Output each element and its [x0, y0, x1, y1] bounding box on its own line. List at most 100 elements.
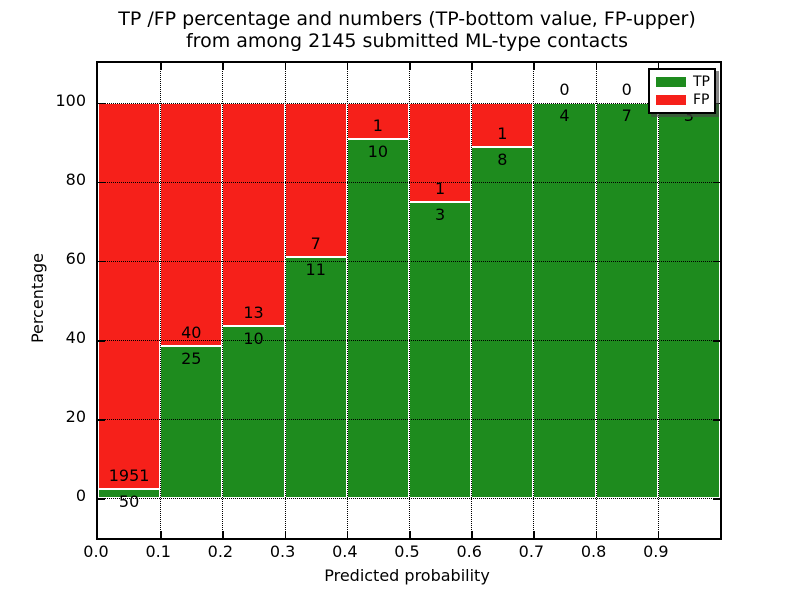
- x-tick-label: 0.8: [580, 542, 607, 561]
- tp-value-label: 3: [683, 105, 694, 125]
- v-gridline: [657, 63, 659, 538]
- legend-label-tp: TP: [693, 74, 710, 90]
- plot-area: 195150402513107111101318040703 TP FP: [96, 61, 722, 540]
- x-tick-top: [160, 63, 162, 70]
- fp-value-label: 1: [497, 123, 508, 143]
- tp-value-label: 8: [497, 149, 508, 169]
- y-tick-left: [98, 102, 105, 105]
- bar-fp-segment: [409, 102, 472, 202]
- bar-fp-segment: [284, 102, 347, 257]
- bars-layer: [98, 63, 720, 538]
- x-axis-label: Predicted probability: [324, 566, 490, 585]
- x-tick-label: 0.7: [518, 542, 545, 561]
- bar-tp-segment: [533, 102, 596, 499]
- x-tick-top: [222, 63, 224, 70]
- v-gridline: [284, 63, 286, 538]
- y-tick-right: [713, 181, 720, 184]
- chart-title-line2: from among 2145 submitted ML-type contac…: [185, 30, 629, 52]
- x-tick-label: 0.6: [456, 542, 482, 561]
- tp-value-label: 25: [181, 349, 202, 369]
- y-tick-left: [98, 498, 105, 500]
- x-tick-bottom: [533, 531, 535, 538]
- x-tick-bottom: [284, 531, 287, 538]
- y-tick-left: [98, 260, 105, 263]
- chart-title: TP /FP percentage and numbers (TP-bottom…: [96, 8, 718, 52]
- bar-tp-segment: [222, 326, 285, 499]
- tp-value-label: 10: [243, 329, 264, 349]
- x-tick-bottom: [346, 531, 349, 538]
- fp-value-label: 1: [372, 115, 383, 135]
- legend-item-tp: TP: [656, 74, 710, 90]
- tp-value-label: 10: [367, 141, 389, 161]
- grid-layer: [98, 63, 720, 538]
- x-tick-top: [595, 63, 598, 70]
- x-tick-label: 0.2: [207, 542, 234, 561]
- legend-swatch-fp-icon: [656, 95, 686, 105]
- x-tick-label: 0.4: [332, 542, 358, 561]
- v-gridline: [409, 63, 410, 538]
- y-axis-label: Percentage: [28, 253, 47, 344]
- y-tick-right: [713, 102, 720, 105]
- fp-value-label: 1: [435, 178, 446, 198]
- tp-value-label: 7: [621, 105, 632, 125]
- bar-fp-segment: [98, 102, 161, 489]
- tp-value-label: 11: [305, 259, 326, 279]
- y-tick-right: [713, 419, 720, 421]
- x-tick-bottom: [657, 531, 660, 538]
- x-tick-label: 0.0: [83, 542, 109, 561]
- y-tick-label: 100: [55, 90, 86, 110]
- x-tick-bottom: [160, 531, 162, 538]
- fp-value-label: 1951: [108, 465, 150, 485]
- x-tick-top: [533, 63, 535, 70]
- legend: TP FP: [648, 68, 716, 114]
- v-gridline: [471, 63, 473, 538]
- bar-tp-segment: [657, 102, 720, 499]
- v-gridline: [222, 63, 224, 538]
- y-tick-left: [98, 340, 105, 342]
- fp-value-label: 40: [181, 323, 202, 343]
- v-gridline: [160, 63, 162, 538]
- x-tick-top: [346, 63, 349, 70]
- fp-value-label: 0: [559, 79, 570, 99]
- value-labels-layer: 195150402513107111101318040703: [98, 63, 720, 538]
- y-tick-right: [713, 340, 720, 342]
- y-tick-label: 20: [65, 407, 86, 427]
- tp-value-label: 50: [118, 491, 140, 511]
- bar-fp-segment: [160, 102, 223, 347]
- x-tick-label: 0.5: [394, 542, 420, 561]
- x-tick-bottom: [409, 531, 411, 538]
- v-gridline: [346, 63, 348, 538]
- y-tick-right: [713, 260, 720, 263]
- chart-title-line1: TP /FP percentage and numbers (TP-bottom…: [118, 8, 696, 30]
- x-tick-label: 0.9: [643, 542, 669, 561]
- x-tick-top: [471, 63, 473, 70]
- y-tick-right: [713, 498, 720, 500]
- legend-label-fp: FP: [693, 92, 710, 108]
- y-tick-label: 80: [65, 169, 86, 189]
- bar-tp-segment: [284, 256, 347, 499]
- fp-value-label: 7: [310, 233, 321, 253]
- x-tick-top: [284, 63, 287, 70]
- ticks-layer: [98, 63, 720, 538]
- v-gridline: [595, 63, 597, 538]
- bar-tp-segment: [595, 102, 658, 499]
- y-tick-label: 60: [65, 248, 86, 268]
- v-gridline: [533, 63, 535, 538]
- bar-tp-segment: [346, 138, 409, 499]
- y-tick-label: 0: [75, 486, 86, 506]
- x-tick-label: 0.3: [269, 542, 296, 561]
- fp-value-label: 13: [243, 303, 264, 323]
- bar-tp-segment: [98, 488, 161, 499]
- x-tick-bottom: [222, 531, 224, 538]
- x-tick-top: [657, 63, 660, 70]
- y-tick-left: [98, 181, 105, 184]
- legend-item-fp: FP: [656, 92, 710, 108]
- legend-swatch-tp-icon: [656, 77, 686, 87]
- x-tick-bottom: [471, 531, 473, 538]
- x-tick-label: 0.1: [145, 542, 171, 561]
- x-tick-top: [409, 63, 411, 70]
- y-tick-left: [98, 419, 105, 421]
- tp-value-label: 3: [435, 204, 446, 224]
- x-tick-bottom: [595, 531, 598, 538]
